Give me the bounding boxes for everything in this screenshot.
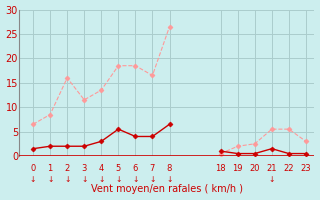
Text: ↓: ↓ — [149, 175, 156, 184]
Text: ↓: ↓ — [132, 175, 139, 184]
X-axis label: Vent moyen/en rafales ( km/h ): Vent moyen/en rafales ( km/h ) — [91, 184, 243, 194]
Text: ↓: ↓ — [30, 175, 36, 184]
Text: ↓: ↓ — [268, 175, 275, 184]
Text: ↓: ↓ — [166, 175, 173, 184]
Text: ↓: ↓ — [115, 175, 122, 184]
Text: ↓: ↓ — [98, 175, 105, 184]
Text: ↓: ↓ — [47, 175, 53, 184]
Text: ↓: ↓ — [81, 175, 87, 184]
Text: ↓: ↓ — [64, 175, 70, 184]
